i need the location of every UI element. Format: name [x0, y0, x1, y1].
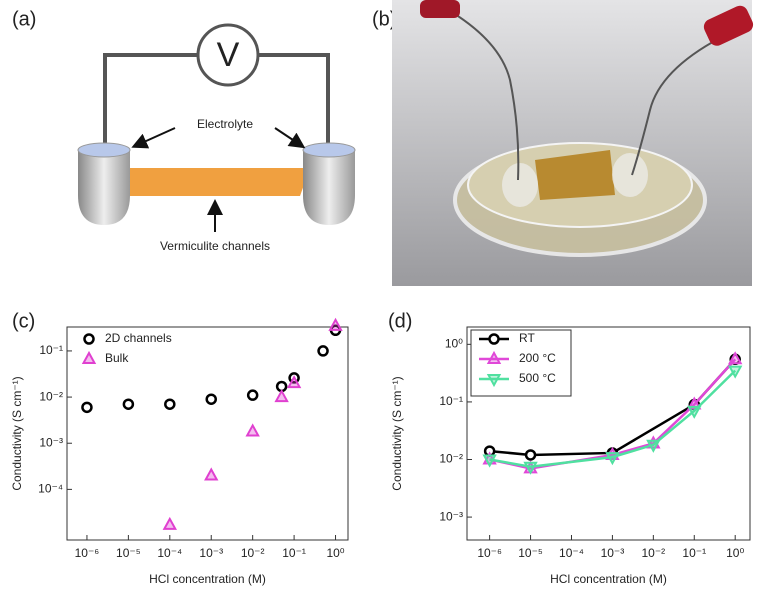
- marker: [274, 389, 289, 403]
- x-tick-label: 10⁻¹: [282, 546, 306, 560]
- legend-marker: [81, 350, 97, 364]
- x-tick-label: 10⁻⁴: [157, 546, 182, 560]
- marker: [245, 423, 260, 437]
- y-tick-label: 10⁻³: [439, 509, 463, 523]
- reservoir: [612, 153, 648, 197]
- x-tick-label: 10⁻⁵: [116, 546, 141, 560]
- y-tick-label: 10⁻²: [439, 452, 463, 466]
- wire: [631, 37, 721, 176]
- arrow: [131, 127, 176, 149]
- label: Vermiculite channels: [160, 239, 270, 253]
- marker: [286, 375, 302, 389]
- x-tick-label: 10⁻⁶: [75, 546, 100, 560]
- y-axis-label: Conductivity (S cm⁻¹): [10, 376, 24, 490]
- x-tick-label: 10⁰: [726, 546, 744, 560]
- legend-label: 200 °C: [519, 351, 556, 365]
- marker: [728, 365, 743, 379]
- marker: [246, 389, 259, 401]
- legend-marker: [488, 333, 500, 345]
- legend-marker: [83, 333, 95, 345]
- marker: [204, 467, 219, 481]
- x-tick-label: 10⁰: [326, 546, 344, 560]
- plot-frame: [466, 326, 751, 541]
- y-tick-label: 10⁻¹: [39, 343, 63, 357]
- marker: [482, 454, 497, 468]
- plot-frame: [66, 326, 349, 541]
- x-tick-label: 10⁻⁴: [559, 546, 584, 560]
- photo: [392, 0, 754, 286]
- y-tick-label: 10⁻³: [39, 435, 63, 449]
- channel-strip: [102, 168, 310, 196]
- legend-marker: [486, 374, 502, 388]
- marker: [728, 351, 743, 365]
- marker: [205, 393, 217, 405]
- marker: [164, 398, 176, 410]
- legend-marker: [486, 350, 502, 364]
- x-tick-label: 10⁻⁵: [518, 546, 543, 560]
- x-tick-label: 10⁻³: [199, 546, 223, 560]
- electrolyte: [302, 142, 356, 158]
- x-tick-label: 10⁻³: [601, 546, 625, 560]
- diagram: V Electrolyte Vermiculite channels: [77, 23, 356, 253]
- sample: [535, 150, 615, 200]
- meter-label: V: [217, 36, 240, 74]
- x-axis-label: HCl concentration (M): [149, 572, 266, 586]
- legend-label: 500 °C: [519, 371, 556, 385]
- cup: [78, 150, 130, 225]
- y-axis-label: Conductivity (S cm⁻¹): [390, 376, 404, 490]
- charts: 10⁻⁶ 10⁻⁵ 10⁻⁴ 10⁻³ 10⁻² 10⁻¹ 10⁰ 10⁻⁴ 10⁻³ 10⁻² 1…: [10, 317, 751, 586]
- legend-label: RT: [519, 331, 535, 345]
- marker: [646, 439, 661, 453]
- y-tick-label: 10⁻¹: [439, 394, 463, 408]
- marker: [605, 452, 620, 466]
- reservoir: [502, 163, 538, 207]
- panel-label: (d): [388, 310, 412, 332]
- panel-label: (a): [12, 8, 36, 30]
- x-axis-label: HCl concentration (M): [550, 572, 667, 586]
- clip: [703, 5, 754, 46]
- x-tick-label: 10⁻⁶: [477, 546, 502, 560]
- legend-label: 2D channels: [105, 331, 172, 345]
- clip: [420, 0, 460, 18]
- y-tick-label: 10⁻⁴: [38, 482, 63, 496]
- electrolyte: [77, 142, 131, 158]
- panel-label: (b): [372, 8, 396, 30]
- marker: [317, 345, 329, 357]
- marker: [328, 317, 343, 331]
- line: [489, 369, 737, 468]
- marker: [162, 516, 177, 530]
- wire: [103, 53, 330, 150]
- x-tick-label: 10⁻¹: [682, 546, 706, 560]
- voltmeter: [196, 23, 260, 87]
- marker: [524, 449, 537, 461]
- marker: [687, 405, 702, 419]
- wire: [444, 7, 520, 181]
- arrow: [274, 127, 306, 149]
- marker: [122, 398, 135, 410]
- panel-label: (c): [12, 310, 35, 332]
- label: Electrolyte: [197, 117, 253, 131]
- y-tick-label: 10⁻²: [39, 389, 63, 403]
- marker: [81, 401, 93, 414]
- x-tick-label: 10⁻²: [641, 546, 665, 560]
- y-tick-label: 10⁰: [445, 337, 463, 351]
- line: [489, 358, 737, 470]
- marker: [523, 461, 538, 475]
- legend-label: Bulk: [105, 351, 129, 365]
- cup: [303, 150, 355, 225]
- x-tick-label: 10⁻²: [241, 546, 265, 560]
